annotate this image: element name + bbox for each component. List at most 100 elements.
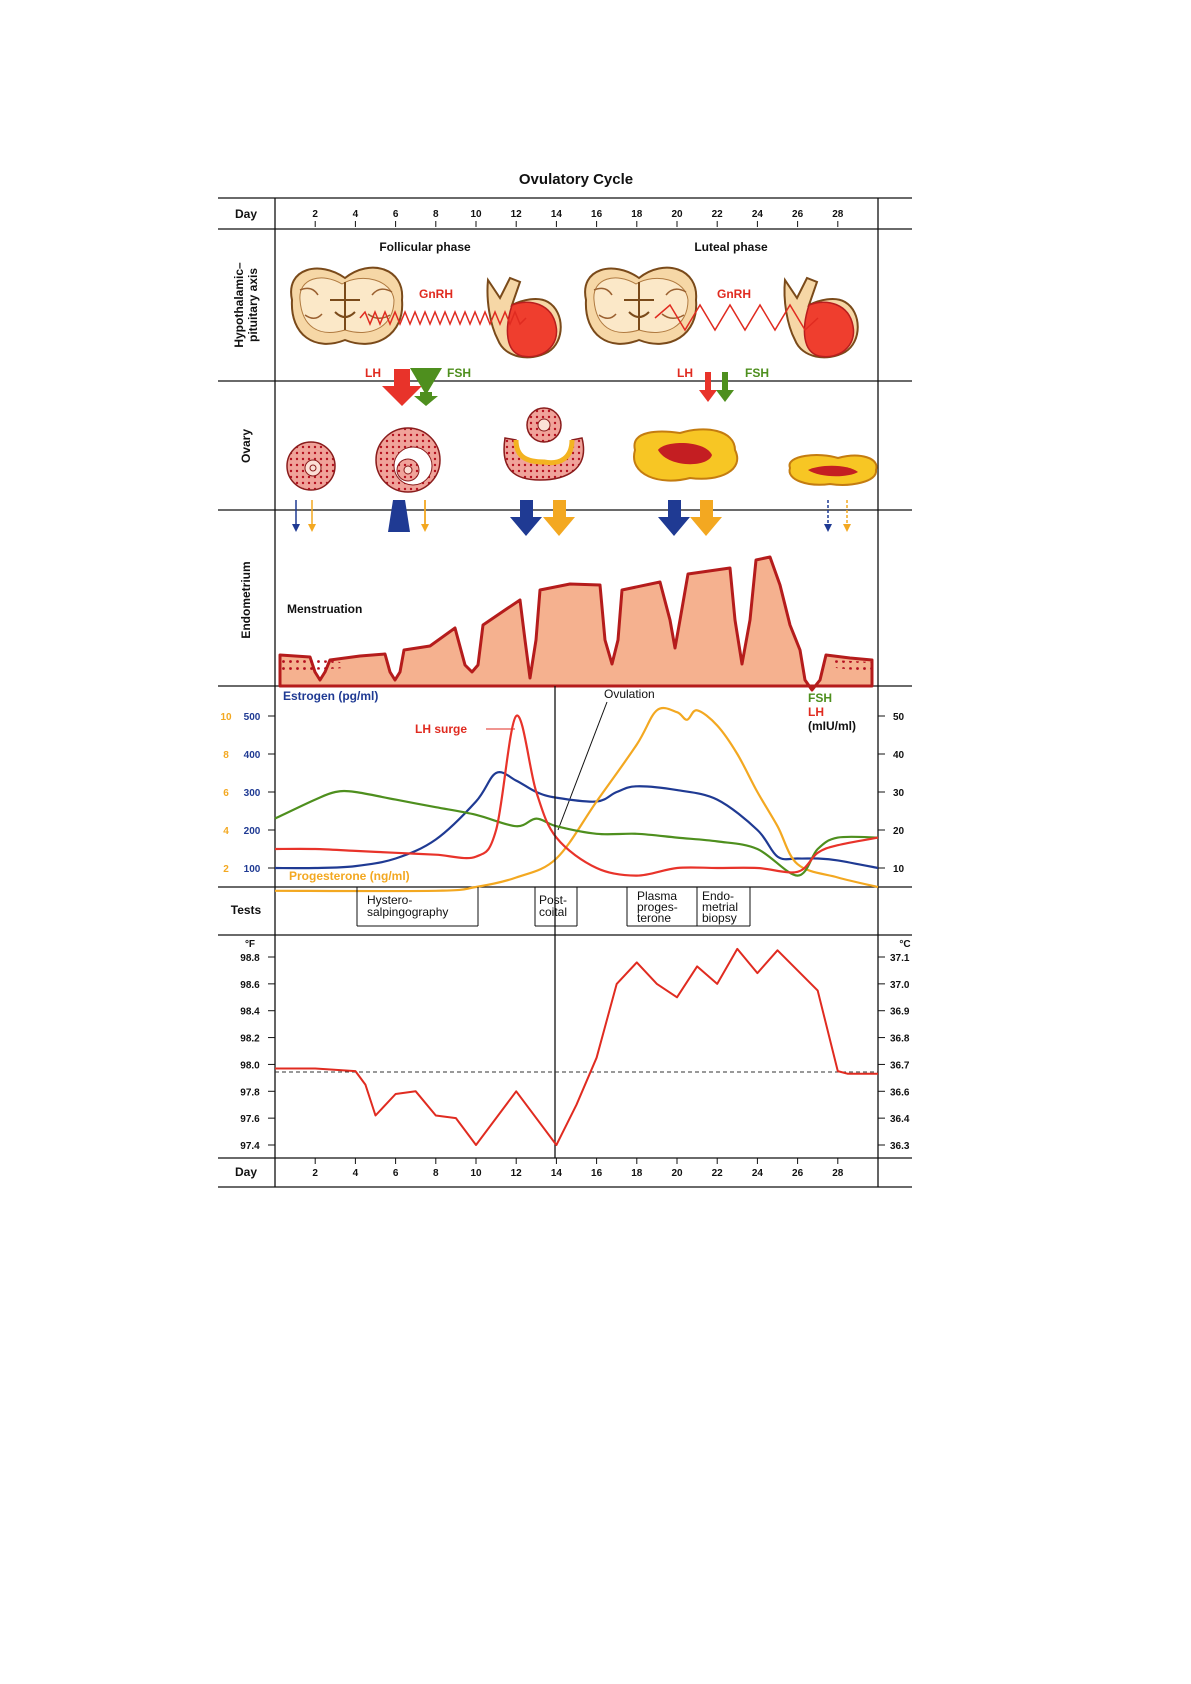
celsius-tick: 36.8 xyxy=(890,1034,910,1045)
follicular-phase-label: Follicular phase xyxy=(379,240,471,254)
day-tick-label: 18 xyxy=(631,1168,643,1179)
day-tick-label: 28 xyxy=(832,1168,844,1179)
lh-fsh-ticks: 50 40 30 20 10 xyxy=(878,712,905,875)
fsh-label-luteal: FSH xyxy=(745,366,769,380)
endometrium-row-label: Endometrium xyxy=(239,561,253,638)
fahrenheit-tick: 97.8 xyxy=(240,1087,260,1098)
lh-fsh-tick: 10 xyxy=(893,864,905,875)
test-4-line3: biopsy xyxy=(702,911,737,925)
estrogen-tick: 500 xyxy=(244,712,261,723)
lh-surge-label: LH surge xyxy=(415,722,467,736)
menstrual-debris-end xyxy=(832,660,872,672)
fahrenheit-tick: 98.8 xyxy=(240,953,260,964)
ovary-row-label: Ovary xyxy=(239,429,253,463)
estrogen-tick: 100 xyxy=(244,864,261,875)
celsius-tick: 36.9 xyxy=(890,1007,910,1018)
brain-illustration-left xyxy=(290,266,404,345)
bbt-line xyxy=(275,947,878,1146)
fahrenheit-tick: 98.6 xyxy=(240,980,260,991)
lh-fsh-tick: 30 xyxy=(893,788,905,799)
unit-legend: (mIU/ml) xyxy=(808,719,856,733)
tests-row-label: Tests xyxy=(231,903,262,917)
day-footer-label: Day xyxy=(235,1165,257,1179)
fahrenheit-tick: 97.6 xyxy=(240,1114,260,1125)
day-tick-label: 22 xyxy=(712,1168,724,1179)
hypothalamic-row-label-line2: pituitary axis xyxy=(246,268,260,342)
ovary-follicle-antral xyxy=(375,427,441,493)
test-1-line1: Hystero- xyxy=(367,893,412,907)
day-tick-label: 14 xyxy=(551,1168,563,1179)
test-4-line1: Endo- xyxy=(702,889,734,903)
celsius-tick: 37.1 xyxy=(890,953,910,964)
test-4-line2: metrial xyxy=(702,900,738,914)
progesterone-tick: 10 xyxy=(220,712,232,723)
day-tick-label: 12 xyxy=(511,209,523,220)
figure-title: Ovulatory Cycle xyxy=(519,171,633,188)
celsius-tick: 36.6 xyxy=(890,1087,910,1098)
gnrh-signal-follicular xyxy=(359,310,527,326)
fahrenheit-tick: 98.2 xyxy=(240,1034,260,1045)
estrogen-tick: 200 xyxy=(244,826,261,837)
day-tick-label: 4 xyxy=(353,209,359,220)
progesterone-tick: 6 xyxy=(223,788,229,799)
test-postcoital: Post- coital xyxy=(539,893,567,919)
day-tick-label: 18 xyxy=(631,209,643,220)
day-tick-label: 26 xyxy=(792,1168,804,1179)
lh-line xyxy=(274,714,879,877)
progesterone-tick: 4 xyxy=(223,826,229,837)
lh-label-follicular: LH xyxy=(365,366,381,380)
ovary-corpus-luteum-regressing xyxy=(788,454,878,486)
estrogen-tick: 300 xyxy=(244,788,261,799)
temperature-line xyxy=(275,947,878,1146)
test-hysterosalpingography: Hystero- salpingography xyxy=(367,893,448,919)
endometrium-lining xyxy=(278,555,874,692)
fahrenheit-tick: 98.4 xyxy=(240,1007,260,1018)
progesterone-tick: 2 xyxy=(223,864,229,875)
lh-fsh-tick: 40 xyxy=(893,750,905,761)
fsh-arrow-large xyxy=(410,368,442,395)
progesterone-line xyxy=(274,706,879,893)
luteal-phase-label: Luteal phase xyxy=(694,240,768,254)
celsius-tick: 37.0 xyxy=(890,980,910,991)
estrogen-line xyxy=(274,771,879,870)
estrogen-tick: 400 xyxy=(244,750,261,761)
fahrenheit-ticks: 98.8 98.6 98.4 98.2 98.0 97.8 97.6 97.4 xyxy=(240,953,275,1152)
celsius-tick: 36.4 xyxy=(890,1114,910,1125)
day-tick-label: 22 xyxy=(712,209,724,220)
day-tick-label: 10 xyxy=(470,209,482,220)
day-header-label: Day xyxy=(235,207,257,221)
hormone-chart: Estrogen (pg/ml) Progesterone (ng/ml) FS… xyxy=(220,687,905,893)
test-3-line3: terone xyxy=(637,911,671,925)
tests-boxes xyxy=(356,887,751,927)
fahrenheit-tick: 97.4 xyxy=(240,1141,260,1152)
menstrual-debris xyxy=(280,655,345,672)
top-day-ticks: 2 4 6 8 10 12 14 16 18 20 22 24 26 28 xyxy=(312,209,844,227)
day-tick-label: 8 xyxy=(433,209,439,220)
fahrenheit-unit: °F xyxy=(245,939,255,950)
ovulation-leader xyxy=(557,701,608,831)
celsius-tick: 36.7 xyxy=(890,1060,910,1071)
hypothalamic-row-label: Hypothalamic– pituitary axis xyxy=(232,262,260,348)
day-tick-label: 28 xyxy=(832,209,844,220)
ovary-hormone-arrows xyxy=(292,500,851,536)
celsius-unit: °C xyxy=(899,939,910,950)
lh-fsh-tick: 50 xyxy=(893,712,905,723)
menstruation-label: Menstruation xyxy=(287,602,362,616)
lh-legend: LH xyxy=(808,705,824,719)
test-plasma-progesterone: Plasma proges- terone xyxy=(637,889,678,925)
day-tick-label: 6 xyxy=(393,1168,399,1179)
estrogen-ticks: 500 400 300 200 100 xyxy=(244,712,275,875)
test-2-line1: Post- xyxy=(539,893,567,907)
fsh-line xyxy=(274,789,879,877)
lh-fsh-tick: 20 xyxy=(893,826,905,837)
day-tick-label: 4 xyxy=(353,1168,359,1179)
bottom-day-ticks: 2 4 6 8 10 12 14 16 18 20 22 24 26 28 xyxy=(312,1158,844,1179)
fahrenheit-tick: 98.0 xyxy=(240,1060,260,1071)
day-tick-label: 2 xyxy=(312,209,318,220)
day-tick-label: 8 xyxy=(433,1168,439,1179)
day-tick-label: 2 xyxy=(312,1168,318,1179)
test-3-line1: Plasma xyxy=(637,889,677,903)
fsh-label-follicular: FSH xyxy=(447,366,471,380)
day-tick-label: 14 xyxy=(551,209,563,220)
